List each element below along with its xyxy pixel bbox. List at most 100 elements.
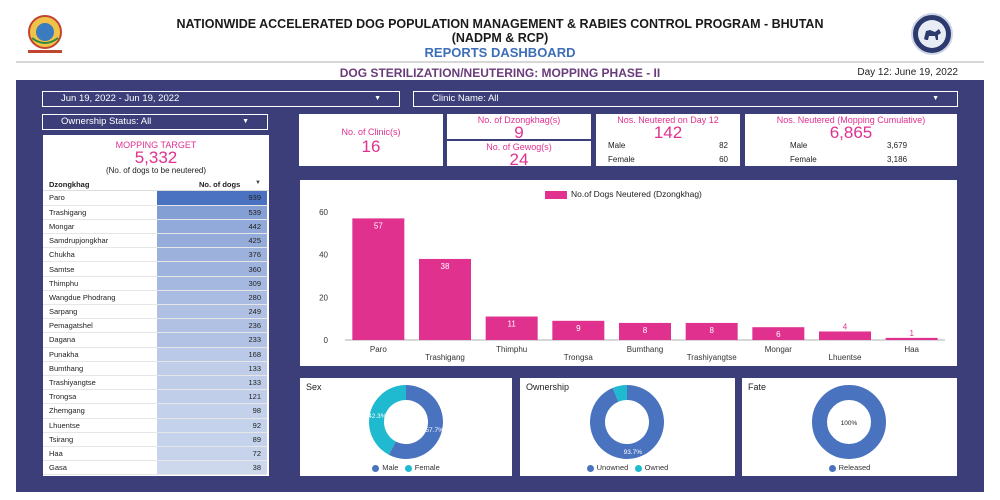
legend-swatch bbox=[545, 190, 567, 199]
table-row[interactable]: Trashigang 539 bbox=[43, 205, 267, 220]
bar-value-label: 38 bbox=[441, 262, 450, 271]
gewog-count-value: 24 bbox=[509, 150, 529, 169]
table-row[interactable]: Thimphu 309 bbox=[43, 276, 267, 291]
bar[interactable] bbox=[685, 322, 738, 340]
page-title-abbrev: (NADPM & RCP) bbox=[451, 31, 549, 45]
caret-down-icon: ▼ bbox=[374, 95, 381, 102]
bar[interactable] bbox=[885, 337, 938, 340]
header-divider bbox=[16, 61, 984, 63]
sex-pie-chart: 57.7% 42.3% bbox=[368, 385, 444, 459]
bar[interactable] bbox=[552, 320, 605, 340]
dzongkhag-name: Dagana bbox=[43, 332, 157, 348]
clinic-value: Clinic Name: All bbox=[432, 93, 499, 104]
bar[interactable] bbox=[352, 218, 405, 340]
table-row[interactable]: Samdrupjongkhar 425 bbox=[43, 233, 267, 249]
sex-pie-legend: Male Female bbox=[300, 463, 512, 472]
table-row[interactable]: Tsirang 89 bbox=[43, 432, 267, 447]
pie-value-label: 93.7% bbox=[624, 449, 643, 456]
dog-count: 133 bbox=[157, 361, 267, 376]
bar-chart-legend: No.of Dogs Neutered (Dzongkhag) bbox=[545, 189, 702, 199]
x-tick-label: Lhuentse bbox=[829, 353, 862, 362]
cumulative-value: 6,865 bbox=[829, 123, 873, 142]
bar-value-label: 8 bbox=[709, 326, 714, 335]
bar[interactable] bbox=[619, 322, 671, 340]
target-label: MOPPING TARGET bbox=[115, 140, 197, 150]
ownership-dropdown[interactable]: Ownership Status: All ▼ bbox=[42, 114, 268, 130]
day-neutered-card: Nos. Neutered on Day 12 142 Male 82 Fema… bbox=[596, 114, 740, 166]
bar-value-label: 9 bbox=[576, 324, 581, 333]
pie-slice[interactable] bbox=[388, 385, 443, 459]
table-row[interactable]: Pemagatshel 236 bbox=[43, 318, 267, 334]
dzongkhag-count-value: 9 bbox=[514, 123, 524, 142]
day-label: Day 12: June 19, 2022 bbox=[857, 67, 958, 78]
table-row[interactable]: Samtse 360 bbox=[43, 261, 267, 277]
table-row[interactable]: Gasa 38 bbox=[43, 460, 267, 476]
bar[interactable] bbox=[485, 316, 538, 340]
date-range-value: Jun 19, 2022 - Jun 19, 2022 bbox=[61, 93, 180, 104]
table-row[interactable]: Sarpang 249 bbox=[43, 304, 267, 320]
sex-pie-card: Sex 57.7% 42.3% Male Female bbox=[300, 378, 512, 476]
x-tick-label: Trashiyangtse bbox=[687, 353, 738, 362]
table-row[interactable]: Trashiyangtse 133 bbox=[43, 375, 267, 391]
clinic-dropdown[interactable]: Clinic Name: All ▼ bbox=[413, 91, 958, 107]
caret-down-icon: ▼ bbox=[242, 118, 249, 125]
dashboard-subtitle: REPORTS DASHBOARD bbox=[424, 45, 576, 60]
legend-dot bbox=[372, 464, 380, 472]
table-row[interactable]: Wangdue Phodrang 280 bbox=[43, 290, 267, 306]
nadpm-logo-icon bbox=[908, 12, 956, 56]
table-row[interactable]: Bumthang 133 bbox=[43, 361, 267, 376]
page-title: NATIONWIDE ACCELERATED DOG POPULATION MA… bbox=[176, 17, 824, 31]
legend-dot bbox=[634, 464, 642, 472]
table-header-dogs[interactable]: No. of dogs bbox=[199, 180, 241, 189]
ownership-pie-card: Ownership 93.7% Unowned Owned bbox=[520, 378, 735, 476]
table-row[interactable]: Trongsa 121 bbox=[43, 389, 267, 405]
dzongkhag-name: Paro bbox=[43, 191, 157, 206]
pie-slice[interactable] bbox=[369, 385, 406, 455]
table-row[interactable]: Haa 72 bbox=[43, 446, 267, 462]
y-tick-label: 40 bbox=[319, 251, 328, 260]
dog-count: 236 bbox=[157, 318, 267, 334]
cum-male-label: Male bbox=[790, 141, 808, 150]
cum-male-value: 3,679 bbox=[887, 141, 908, 150]
dzongkhag-name: Trashiyangtse bbox=[43, 375, 157, 391]
sort-down-icon[interactable]: ▼ bbox=[255, 180, 261, 186]
bar[interactable] bbox=[819, 331, 871, 340]
dzongkhag-name: Pemagatshel bbox=[43, 318, 157, 334]
date-range-dropdown[interactable]: Jun 19, 2022 - Jun 19, 2022 ▼ bbox=[42, 91, 400, 107]
bar[interactable] bbox=[419, 258, 471, 340]
dzongkhag-name: Haa bbox=[43, 446, 157, 462]
table-row[interactable]: Lhuentse 92 bbox=[43, 418, 267, 433]
pie-slice[interactable] bbox=[612, 385, 627, 402]
dog-count: 442 bbox=[157, 219, 267, 235]
table-row[interactable]: Mongar 442 bbox=[43, 219, 267, 235]
bar[interactable] bbox=[752, 327, 805, 340]
legend-dot bbox=[828, 464, 836, 472]
dzongkhag-name: Sarpang bbox=[43, 304, 157, 320]
dzongkhag-name: Samdrupjongkhar bbox=[43, 233, 157, 249]
dzongkhag-name: Lhuentse bbox=[43, 418, 157, 433]
y-tick-label: 20 bbox=[319, 293, 328, 302]
dzongkhag-name: Trongsa bbox=[43, 389, 157, 405]
x-tick-label: Mongar bbox=[765, 345, 792, 354]
target-value: 5,332 bbox=[134, 148, 178, 167]
dog-count: 376 bbox=[157, 247, 267, 263]
bhutan-emblem-icon bbox=[18, 12, 72, 56]
dzongkhag-name: Thimphu bbox=[43, 276, 157, 291]
dog-count: 249 bbox=[157, 304, 267, 320]
table-header-dzongkhag[interactable]: Dzongkhag bbox=[49, 180, 90, 189]
table-row[interactable]: Paro 939 bbox=[43, 191, 267, 206]
dog-count: 89 bbox=[157, 432, 267, 447]
table-row[interactable]: Zhemgang 98 bbox=[43, 403, 267, 419]
table-row[interactable]: Chukha 376 bbox=[43, 247, 267, 263]
dog-count: 72 bbox=[157, 446, 267, 462]
dzongkhag-name: Wangdue Phodrang bbox=[43, 290, 157, 306]
dzongkhag-count-card: No. of Dzongkhag(s) 9 bbox=[447, 114, 591, 142]
dzongkhag-name: Punakha bbox=[43, 347, 157, 362]
table-row[interactable]: Dagana 233 bbox=[43, 332, 267, 348]
pie-slice[interactable] bbox=[590, 385, 664, 459]
pie-slice[interactable] bbox=[812, 385, 886, 459]
dog-count: 92 bbox=[157, 418, 267, 433]
dog-count: 233 bbox=[157, 332, 267, 348]
table-row[interactable]: Punakha 168 bbox=[43, 347, 267, 362]
cum-female-value: 3,186 bbox=[887, 155, 908, 164]
